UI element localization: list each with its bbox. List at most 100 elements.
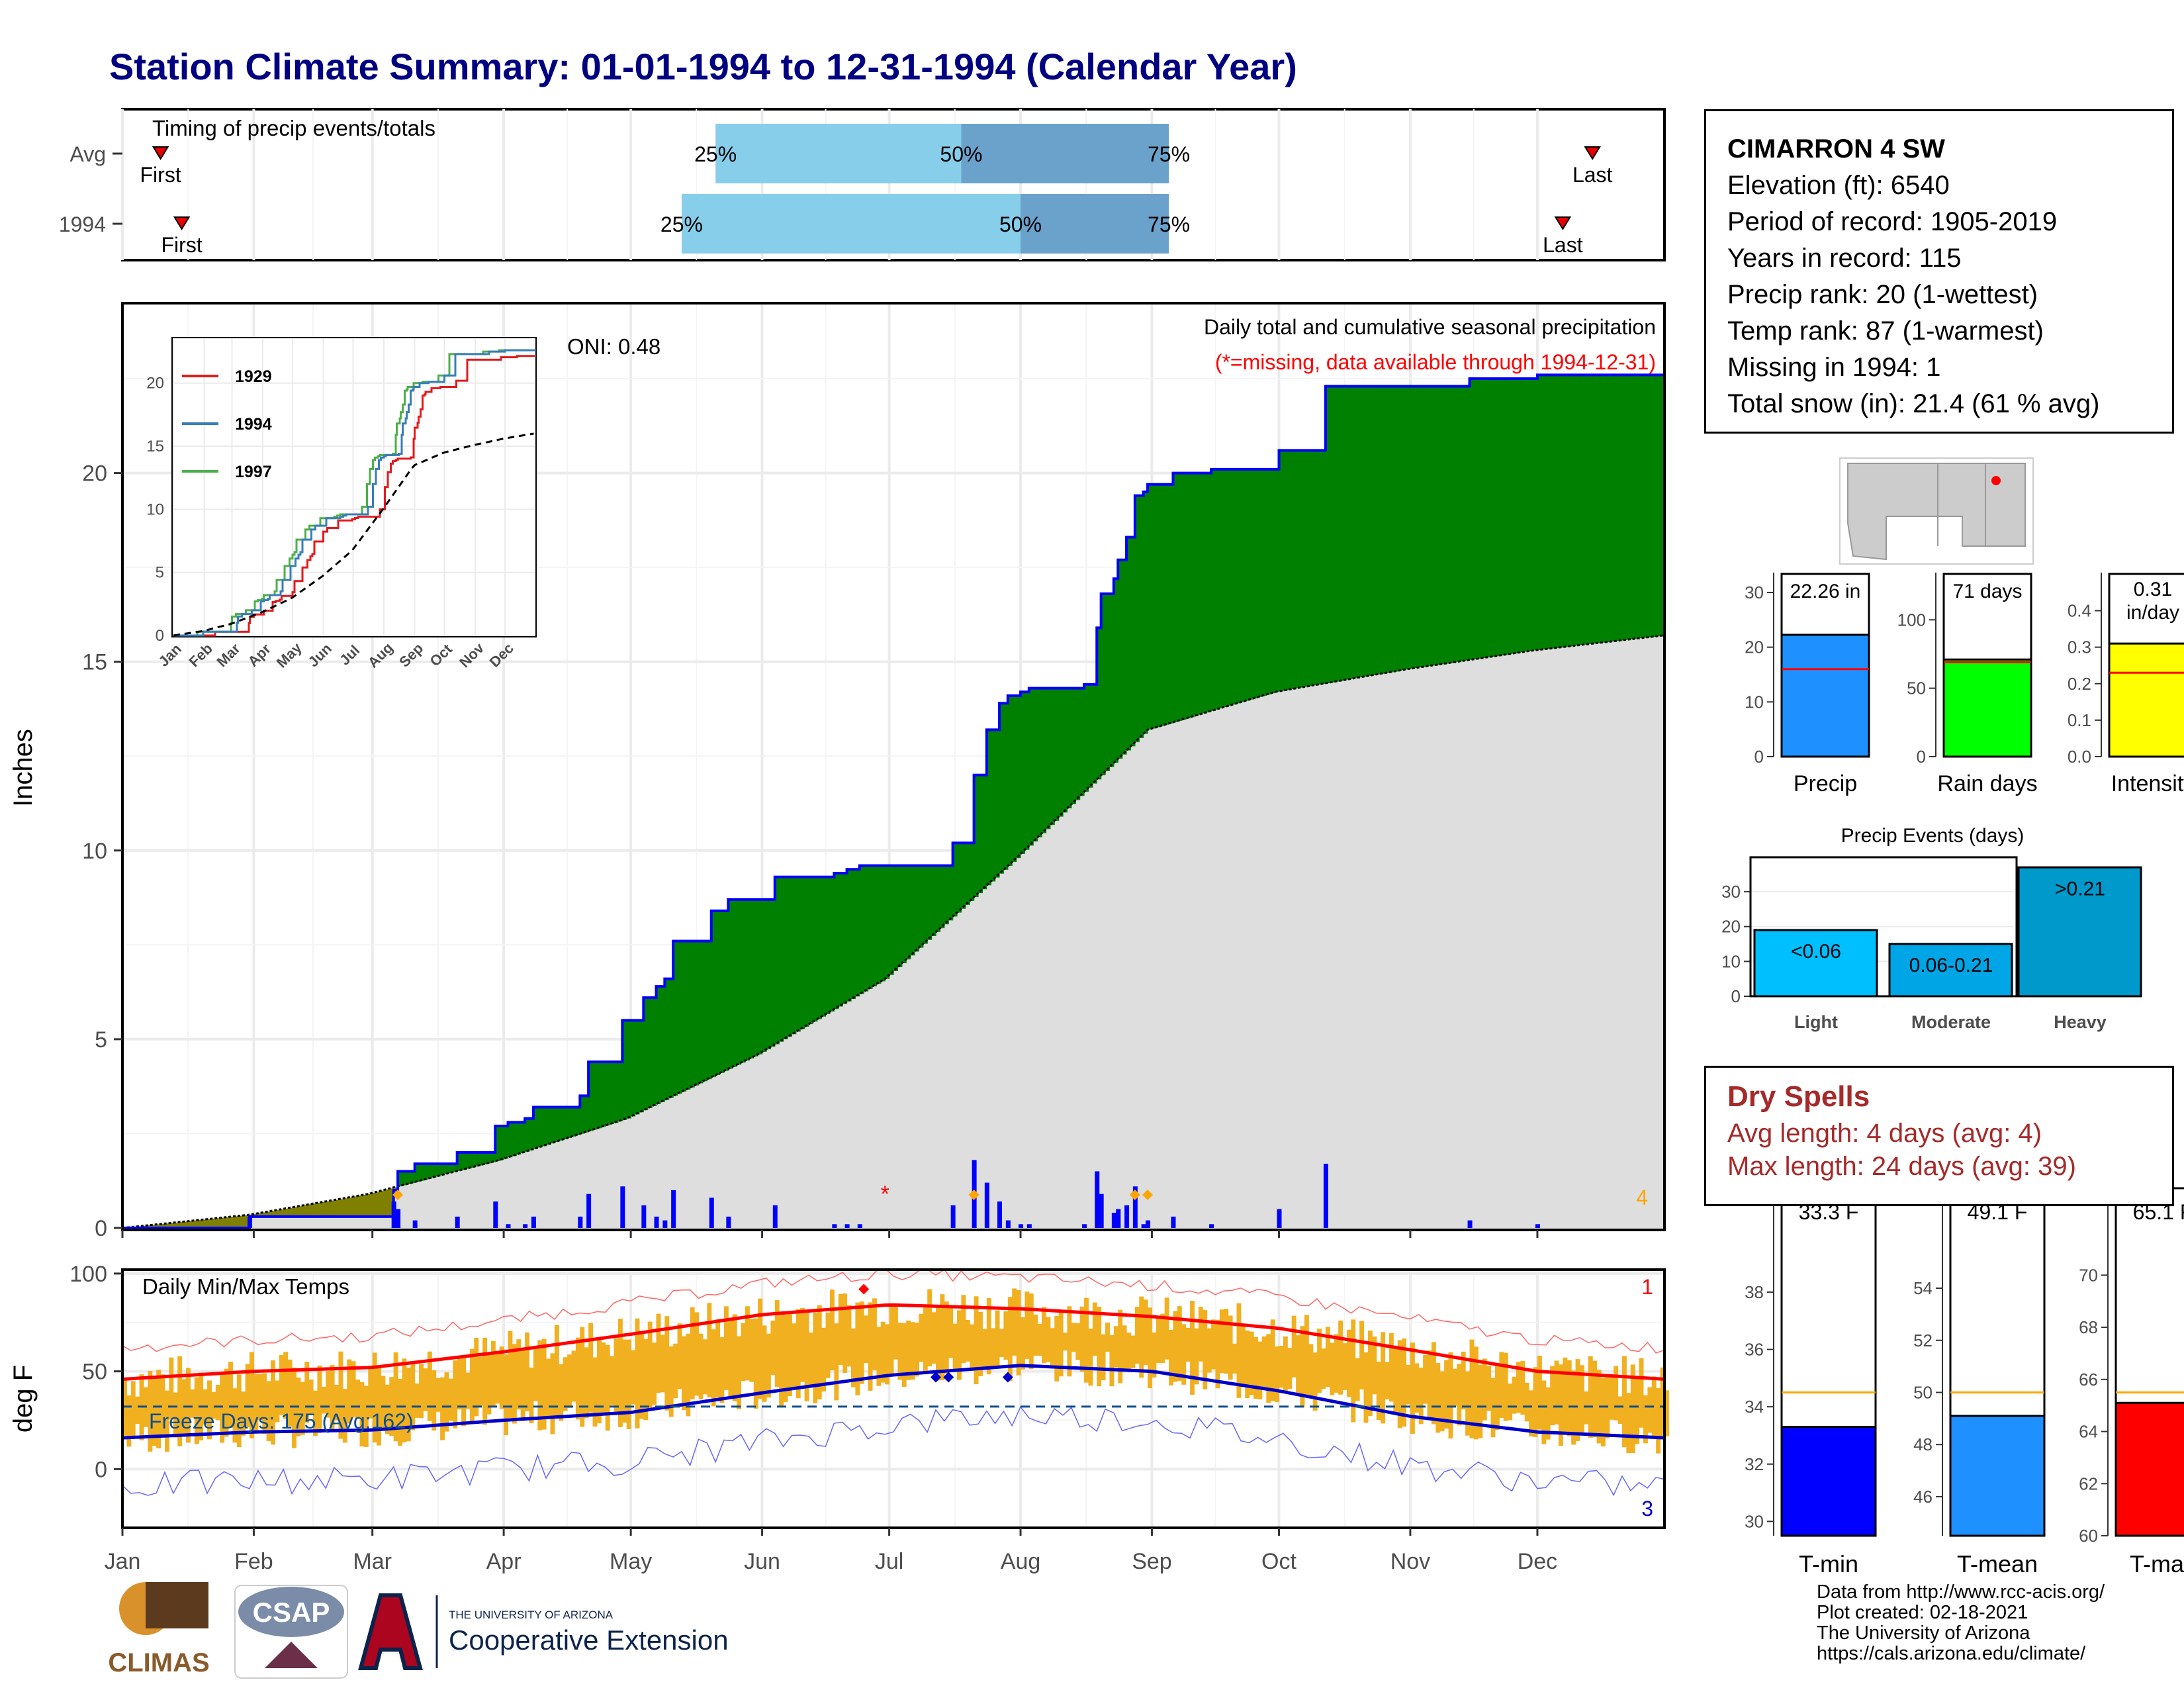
daily-temp-bar	[588, 1323, 594, 1413]
precip-deficit-fill	[186, 1221, 191, 1228]
precip-surplus-fill	[596, 1062, 602, 1129]
temp-count-bottom: 3	[1641, 1497, 1653, 1521]
events-bar-heavy	[2017, 866, 2142, 998]
precip-deficit-fill	[368, 1194, 373, 1217]
station-name: CIMARRON 4 SW	[1727, 134, 1945, 164]
precip-deficit-fill	[215, 1218, 220, 1228]
timing-p75-label: 75%	[1148, 212, 1190, 236]
daily-precip-bar	[248, 1216, 253, 1228]
daily-temp-bar	[1279, 1345, 1284, 1388]
daily-precip-bar	[1467, 1220, 1473, 1228]
daily-temp-bar	[419, 1364, 424, 1419]
daily-temp-bar	[1228, 1315, 1233, 1380]
daily-temp-bar	[970, 1324, 975, 1371]
daily-temp-bar	[1664, 1390, 1669, 1436]
precip-surplus-fill	[961, 843, 966, 909]
daily-temp-bar	[165, 1390, 169, 1452]
daily-temp-bar	[1550, 1366, 1555, 1426]
daily-temp-bar	[957, 1310, 962, 1380]
precip-deficit-fill	[152, 1225, 157, 1228]
precip-deficit-fill	[330, 1200, 335, 1217]
daily-temp-bar	[393, 1352, 398, 1442]
station-location-dot	[1991, 476, 2001, 485]
daily-temp-bar	[211, 1391, 216, 1419]
month-label: Aug	[1001, 1549, 1041, 1574]
events-tick-label: 0	[1731, 986, 1741, 1006]
station-info-line: Period of record: 1905-2019	[1727, 207, 2058, 236]
csap-logo-mountain	[265, 1642, 318, 1668]
daily-temp-bar	[686, 1333, 691, 1417]
daily-temp-bar	[1402, 1338, 1407, 1427]
daily-temp-bar	[796, 1309, 801, 1399]
daily-temp-bar	[1084, 1297, 1089, 1383]
daily-precip-bar	[997, 1201, 1003, 1228]
daily-precip-bar	[671, 1190, 676, 1228]
daily-temp-bar	[152, 1377, 157, 1446]
precip-surplus-fill	[758, 899, 763, 1055]
climas-logo-text: CLIMAS	[108, 1648, 209, 1677]
daily-temp-bar	[885, 1324, 890, 1385]
precip-surplus-fill	[723, 911, 729, 1071]
precip-surplus-fill	[1152, 484, 1157, 729]
daily-temp-bar	[1236, 1303, 1242, 1398]
daily-temp-bar	[135, 1396, 140, 1425]
precip-deficit-fill	[287, 1207, 293, 1217]
mini-bar-value: 71 days	[1952, 581, 2022, 602]
daily-temp-bar	[194, 1377, 199, 1444]
events-bar-label: <0.06	[1791, 941, 1841, 962]
daily-temp-bar	[1630, 1364, 1635, 1454]
temp-ylabel: deg F	[9, 1365, 38, 1432]
precip-deficit-fill	[355, 1196, 361, 1217]
mini-bar-precip	[1780, 633, 1870, 758]
precip-panel-frame	[121, 302, 1666, 1231]
daily-temp-bar	[245, 1364, 250, 1427]
daily-temp-bar	[1621, 1356, 1627, 1448]
precip-surplus-fill	[432, 1164, 437, 1178]
daily-temp-bar	[965, 1320, 970, 1362]
temp-bar-tick-label: 62	[2079, 1474, 2098, 1493]
daily-temp-bar	[1529, 1390, 1534, 1436]
precip-ytick-label: 5	[95, 1027, 107, 1053]
daily-temp-bar	[1639, 1358, 1644, 1428]
temp-bar-tick-label: 68	[2079, 1317, 2098, 1337]
precip-surplus-fill	[1465, 386, 1471, 661]
daily-temp-bar	[601, 1342, 606, 1414]
precip-surplus-fill	[1643, 375, 1648, 638]
precip-surplus-fill	[1469, 379, 1475, 660]
daily-temp-bar	[723, 1306, 729, 1390]
daily-temp-bar	[1503, 1352, 1508, 1421]
precip-surplus-fill	[1283, 450, 1288, 691]
timing-p50-label: 50%	[940, 142, 982, 166]
precip-surplus-fill	[1088, 684, 1093, 788]
daily-temp-bar	[359, 1382, 365, 1447]
daily-temp-bar	[1423, 1354, 1428, 1404]
precip-surplus-fill	[469, 1152, 475, 1168]
precip-surplus-fill	[563, 1107, 568, 1140]
daily-temp-bar	[919, 1313, 924, 1362]
precip-surplus-fill	[1181, 473, 1187, 720]
precip-surplus-fill	[711, 911, 716, 1078]
month-label: Dec	[1518, 1549, 1557, 1574]
precip-surplus-fill	[1660, 375, 1665, 636]
precip-surplus-fill	[923, 865, 928, 944]
daily-temp-bar	[605, 1344, 610, 1431]
daily-temp-bar	[575, 1337, 580, 1420]
daily-temp-bar	[1134, 1307, 1140, 1364]
precip-surplus-fill	[999, 703, 1005, 874]
precip-surplus-fill	[986, 729, 991, 886]
daily-temp-bar	[855, 1302, 860, 1395]
station-info-line: Years in record: 115	[1727, 244, 1962, 273]
precip-surplus-fill	[694, 941, 700, 1086]
precip-deficit-fill	[203, 1219, 208, 1228]
precip-deficit-fill	[241, 1215, 246, 1228]
daily-temp-bar	[262, 1373, 267, 1434]
temp-record-low-line	[122, 1405, 1665, 1497]
daily-temp-bar	[859, 1301, 864, 1384]
daily-temp-bar	[673, 1343, 678, 1399]
daily-temp-bar	[631, 1350, 636, 1405]
daily-temp-bar	[1588, 1356, 1593, 1438]
daily-temp-bar	[308, 1380, 314, 1415]
daily-temp-bar	[1321, 1348, 1326, 1389]
month-label: Apr	[486, 1549, 522, 1574]
inset-legend-label: 1997	[235, 463, 272, 481]
